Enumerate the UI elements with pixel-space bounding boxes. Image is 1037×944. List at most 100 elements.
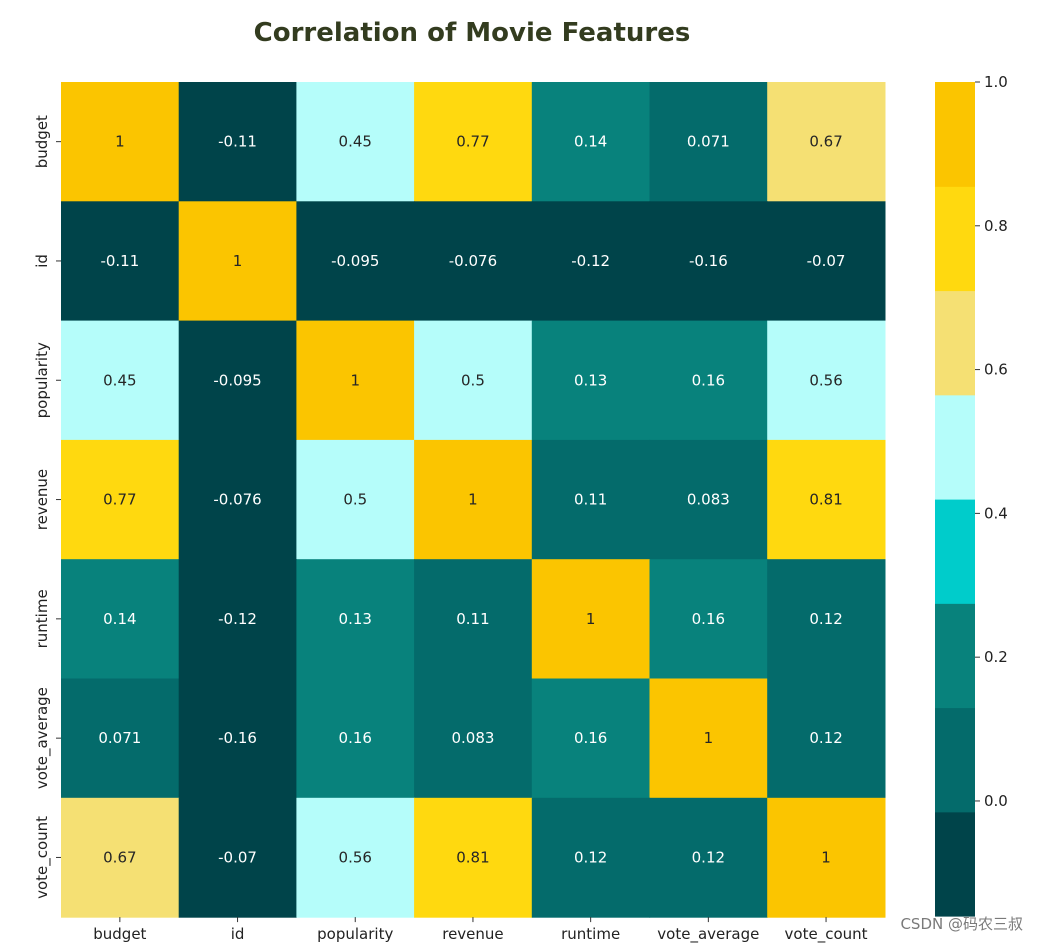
cell-annotation: 1 [586,610,596,628]
heatmap-cell [61,320,180,441]
cell-annotation: 1 [704,729,714,747]
heatmap-cell [414,82,533,202]
cell-annotation: 0.13 [339,610,372,628]
colorbar-tick-label: 0.4 [984,504,1008,522]
heatmap-cell [296,201,415,322]
heatmap-cell [61,82,180,202]
colorbar-tick-label: 1.0 [984,73,1008,91]
y-tick-label: vote_average [33,687,52,789]
heatmap-cell [767,559,886,680]
cell-annotation: -0.07 [218,848,257,866]
heatmap-cell [296,320,415,441]
colorbar-segment [935,811,975,917]
cell-annotation: -0.16 [689,252,728,270]
heatmap-cell [767,201,886,322]
heatmap-cell [61,439,180,560]
y-tick-label: runtime [33,589,51,648]
cell-annotation: 0.083 [451,729,494,747]
cell-annotation: -0.095 [213,371,261,389]
colorbar-segment [935,499,975,604]
heatmap-cell [296,82,415,202]
x-tick-label: budget [93,925,146,943]
colorbar-tick-label: 0.2 [984,648,1008,666]
heatmap-cell [531,201,651,322]
x-tick-label: runtime [561,925,620,943]
colorbar: 1.0 0.8 0.6 0.4 0.2 0.0 [935,73,1008,917]
cell-annotation: 0.12 [574,848,607,866]
heatmap-cell [414,320,533,441]
cell-annotation: 0.56 [809,371,842,389]
colorbar-segment [935,82,975,187]
cell-annotation: -0.12 [571,252,610,270]
heatmap-cell [531,678,651,799]
cell-annotation: -0.12 [218,610,257,628]
heatmap-cell [649,678,768,799]
cell-annotation: 0.12 [809,610,842,628]
cell-annotation: 0.071 [687,133,730,151]
heatmap-cell [531,559,651,680]
cell-annotation: -0.076 [213,491,261,509]
heatmap-cell [649,201,768,322]
heatmap-cell [531,320,651,441]
cell-annotation: 0.13 [574,371,607,389]
cell-annotation: 0.16 [574,729,607,747]
cell-annotation: 0.12 [809,729,842,747]
heatmap-cell [178,320,297,441]
cell-annotation: 0.77 [456,133,489,151]
colorbar-segment [935,707,975,813]
heatmap-cell [296,797,415,918]
heatmap-cell [61,201,180,322]
heatmap-cell [531,797,651,918]
y-axis-tick-labels: budget id popularity revenue runtime vote_ave… [33,115,61,899]
cell-annotation: 0.67 [809,133,842,151]
chart-title: Correlation of Movie Features [254,18,691,48]
heatmap-cell [178,201,297,322]
heatmap-cell [767,320,886,441]
cell-annotation: 1 [115,133,125,151]
cell-annotation: 0.11 [574,491,607,509]
heatmap-cell [531,439,651,560]
heatmap-cell [649,82,768,202]
heatmap-cell [178,797,297,918]
cell-annotation: 0.5 [343,491,367,509]
cell-annotation: -0.095 [331,252,379,270]
cell-annotation: 0.45 [339,133,372,151]
heatmap-cell [296,559,415,680]
watermark: CSDN @码农三叔 [900,915,1023,933]
colorbar-segment [935,603,975,709]
heatmap-cell [414,678,533,799]
x-tick-label: popularity [317,925,393,943]
cell-annotation: 0.45 [103,371,136,389]
heatmap-cell [767,797,886,918]
heatmap-cell [414,439,533,560]
x-tick-label: vote_average [657,925,759,944]
heatmap-cell [767,439,886,560]
cell-annotation: 0.56 [339,848,372,866]
colorbar-segment [935,394,975,500]
heatmap-cell [178,82,297,202]
colorbar-tick-label: 0.0 [984,792,1008,810]
heatmap-cell [296,678,415,799]
heatmap-cells: 1 -0.11 0.45 0.77 0.14 0.071 0.67 -0.11 1 -0.095 -… [61,82,886,918]
heatmap-cell [649,559,768,680]
x-tick-label: revenue [442,925,503,943]
x-axis-tick-labels: budget id popularity revenue runtime vote_ave… [93,917,868,944]
cell-annotation: 0.083 [687,491,730,509]
heatmap-cell [178,439,297,560]
heatmap-cell [296,439,415,560]
colorbar-segment [935,186,975,292]
heatmap-cell [531,82,651,202]
cell-annotation: 1 [233,252,243,270]
heatmap-cell [649,797,768,918]
cell-annotation: 0.12 [692,848,725,866]
cell-annotation: -0.16 [218,729,257,747]
heatmap-cell [414,201,533,322]
cell-annotation: 1 [468,491,478,509]
heatmap-cell [767,678,886,799]
cell-annotation: -0.11 [218,133,257,151]
cell-annotation: 0.14 [103,610,136,628]
y-tick-label: revenue [33,469,51,530]
cell-annotation: 0.16 [692,371,725,389]
heatmap-cell [649,320,768,441]
cell-annotation: 0.071 [98,729,141,747]
